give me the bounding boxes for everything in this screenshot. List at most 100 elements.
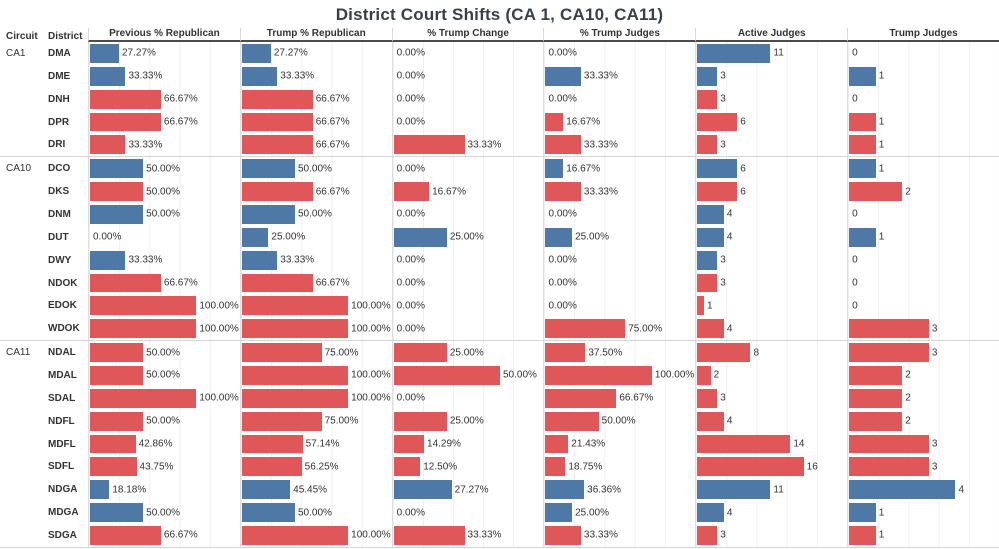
bar-mark[interactable] — [697, 480, 771, 500]
bar-mark[interactable] — [545, 388, 617, 408]
bar-mark[interactable] — [545, 457, 566, 477]
bar-mark[interactable] — [393, 434, 425, 454]
bar-mark[interactable] — [849, 227, 876, 247]
bar-mark[interactable] — [241, 366, 349, 385]
bar-mark[interactable] — [849, 526, 876, 545]
bar-mark[interactable] — [90, 434, 136, 454]
bar-mark[interactable] — [849, 503, 876, 523]
bar-mark[interactable] — [545, 159, 564, 179]
bar-mark[interactable] — [697, 89, 718, 109]
bar-mark[interactable] — [697, 250, 718, 270]
bar-mark[interactable] — [393, 411, 447, 431]
bar-mark[interactable] — [90, 319, 197, 339]
bar-mark[interactable] — [393, 182, 430, 202]
bar-mark[interactable] — [545, 66, 581, 86]
bar-mark[interactable] — [90, 66, 126, 86]
bar-mark[interactable] — [697, 526, 718, 545]
bar-mark[interactable] — [849, 182, 903, 202]
bar-mark[interactable] — [545, 135, 581, 155]
bar-mark[interactable] — [241, 273, 313, 293]
bar-mark[interactable] — [241, 44, 271, 63]
bar-mark[interactable] — [697, 227, 724, 247]
bar-mark[interactable] — [697, 343, 751, 363]
bar-mark[interactable] — [545, 503, 573, 523]
bar-mark[interactable] — [393, 457, 421, 477]
bar-mark[interactable] — [90, 273, 161, 293]
bar-mark[interactable] — [697, 135, 718, 155]
bar-mark[interactable] — [697, 159, 738, 179]
bar-mark[interactable] — [697, 66, 718, 86]
bar-mark[interactable] — [241, 526, 349, 545]
bar-mark[interactable] — [697, 457, 804, 477]
bar-mark[interactable] — [241, 411, 322, 431]
bar-mark[interactable] — [697, 296, 704, 316]
bar-mark[interactable] — [849, 343, 929, 363]
bar-mark[interactable] — [697, 388, 718, 408]
bar-mark[interactable] — [849, 135, 876, 155]
bar-mark[interactable] — [241, 66, 278, 86]
bar-mark[interactable] — [241, 480, 291, 500]
bar-mark[interactable] — [90, 388, 197, 408]
bar-mark[interactable] — [241, 182, 313, 202]
bar-mark[interactable] — [545, 434, 569, 454]
bar-mark[interactable] — [90, 135, 126, 155]
bar-mark[interactable] — [241, 112, 313, 132]
bar-mark[interactable] — [393, 366, 500, 385]
bar-mark[interactable] — [393, 227, 447, 247]
bar-mark[interactable] — [90, 182, 144, 202]
bar-mark[interactable] — [90, 366, 144, 385]
bar-mark[interactable] — [241, 159, 295, 179]
bar-mark[interactable] — [241, 296, 349, 316]
bar-mark[interactable] — [241, 205, 295, 224]
bar-mark[interactable] — [849, 434, 929, 454]
bar-mark[interactable] — [697, 205, 724, 224]
bar-mark[interactable] — [697, 411, 724, 431]
bar-mark[interactable] — [697, 319, 724, 339]
bar-mark[interactable] — [241, 388, 349, 408]
bar-mark[interactable] — [90, 503, 144, 523]
bar-mark[interactable] — [545, 319, 626, 339]
bar-mark[interactable] — [90, 89, 161, 109]
bar-mark[interactable] — [545, 366, 652, 385]
bar-mark[interactable] — [697, 366, 711, 385]
bar-mark[interactable] — [545, 227, 573, 247]
bar-mark[interactable] — [697, 503, 724, 523]
bar-mark[interactable] — [849, 159, 876, 179]
bar-mark[interactable] — [849, 457, 929, 477]
bar-mark[interactable] — [90, 159, 144, 179]
bar-mark[interactable] — [849, 411, 903, 431]
bar-mark[interactable] — [697, 112, 738, 132]
bar-mark[interactable] — [545, 343, 586, 363]
bar-mark[interactable] — [90, 457, 137, 477]
bar-mark[interactable] — [545, 526, 581, 545]
bar-mark[interactable] — [849, 388, 903, 408]
bar-mark[interactable] — [849, 480, 956, 500]
bar-mark[interactable] — [241, 250, 278, 270]
bar-mark[interactable] — [90, 44, 119, 63]
bar-mark[interactable] — [545, 112, 564, 132]
bar-mark[interactable] — [241, 457, 302, 477]
bar-mark[interactable] — [241, 89, 313, 109]
bar-mark[interactable] — [90, 296, 197, 316]
bar-mark[interactable] — [393, 480, 452, 500]
bar-mark[interactable] — [241, 343, 322, 363]
bar-mark[interactable] — [90, 411, 144, 431]
bar-mark[interactable] — [90, 480, 110, 500]
bar-mark[interactable] — [545, 411, 599, 431]
bar-mark[interactable] — [393, 343, 447, 363]
bar-mark[interactable] — [697, 44, 771, 63]
bar-mark[interactable] — [697, 273, 718, 293]
bar-mark[interactable] — [90, 112, 161, 132]
bar-mark[interactable] — [393, 135, 465, 155]
bar-mark[interactable] — [241, 227, 269, 247]
bar-mark[interactable] — [393, 526, 465, 545]
bar-mark[interactable] — [241, 319, 349, 339]
bar-mark[interactable] — [849, 112, 876, 132]
bar-mark[interactable] — [90, 250, 126, 270]
bar-mark[interactable] — [849, 66, 876, 86]
bar-mark[interactable] — [849, 366, 903, 385]
bar-mark[interactable] — [90, 205, 144, 224]
bar-mark[interactable] — [241, 503, 295, 523]
bar-mark[interactable] — [545, 182, 581, 202]
bar-mark[interactable] — [545, 480, 585, 500]
